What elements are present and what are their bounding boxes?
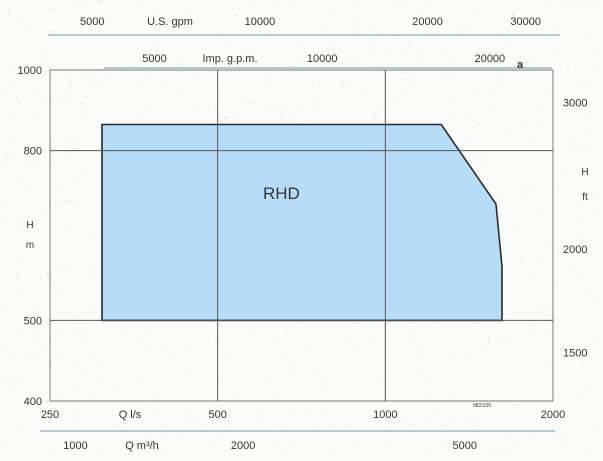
- top-2-tick-label: 10000: [307, 53, 338, 65]
- right-tick-label: 2000: [563, 244, 587, 256]
- bottom-2-tick-label: 2000: [231, 440, 255, 452]
- bottom-tick-label: 250: [41, 409, 59, 421]
- region-label: RHD: [263, 184, 300, 203]
- bottom-2-tick-label: 5000: [453, 440, 477, 452]
- top-1-tick-label: 20000: [412, 16, 443, 28]
- corner-mark: a: [517, 59, 524, 71]
- left-axis-label-unit: m: [26, 240, 34, 251]
- top-1-tick-label: 10000: [245, 16, 276, 28]
- watermark-code: 982/100: [473, 403, 491, 409]
- left-tick-label: 800: [24, 146, 42, 158]
- top-axis-1-label: U.S. gpm: [147, 16, 193, 28]
- rhd-operating-region: [101, 123, 503, 322]
- bottom-tick-label: 500: [208, 409, 226, 421]
- left-tick-label: 1000: [18, 65, 42, 77]
- left-tick-label: 500: [24, 315, 42, 327]
- bottom-2-tick-label: 1000: [63, 440, 87, 452]
- left-tick-label: 400: [24, 396, 42, 408]
- plot-frame: [49, 69, 554, 402]
- bottom-tick-label: 2000: [541, 409, 565, 421]
- top-1-tick-label: 5000: [80, 16, 104, 28]
- top-1-tick-label: 30000: [510, 16, 541, 28]
- right-tick-label: 1500: [563, 348, 587, 360]
- top-axis-2-label: Imp. g.p.m.: [202, 53, 257, 65]
- top-2-tick-label: 5000: [142, 53, 166, 65]
- bottom-axis-2-label: Q m³/h: [125, 440, 159, 452]
- bottom-tick-label: 1000: [373, 409, 397, 421]
- right-axis-label-h: H: [581, 167, 588, 178]
- right-tick-label: 3000: [563, 97, 587, 109]
- right-axis-label-unit: ft: [582, 192, 588, 203]
- bottom-axis-label: Q l/s: [119, 409, 142, 421]
- top-2-tick-label: 20000: [475, 53, 506, 65]
- left-axis-label-h: H: [26, 220, 33, 231]
